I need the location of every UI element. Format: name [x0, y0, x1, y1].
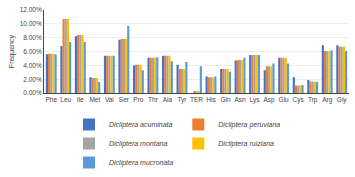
svg-text:8.00%: 8.00% [23, 34, 42, 41]
svg-text:Glu: Glu [279, 96, 290, 103]
svg-text:His: His [206, 96, 216, 103]
svg-text:Leu: Leu [60, 96, 71, 103]
svg-text:0.00%: 0.00% [23, 89, 42, 96]
svg-text:Gly: Gly [337, 96, 348, 104]
svg-text:Thr: Thr [148, 96, 159, 103]
svg-text:Asp: Asp [264, 96, 276, 104]
svg-text:Met: Met [89, 96, 100, 103]
svg-text:4.00%: 4.00% [23, 62, 42, 69]
svg-text:6.00%: 6.00% [23, 48, 42, 55]
svg-text:Val: Val [105, 96, 114, 103]
svg-text:Arg: Arg [322, 96, 333, 104]
svg-text:TER: TER [190, 96, 203, 103]
svg-text:10.00%: 10.00% [20, 20, 42, 27]
svg-text:Dicliptera mucronata: Dicliptera mucronata [109, 159, 173, 167]
svg-text:Dicliptera peruviana: Dicliptera peruviana [218, 121, 280, 129]
svg-text:Cys: Cys [293, 96, 305, 104]
svg-text:Ser: Ser [119, 96, 130, 103]
svg-text:Dicliptera ruiziana: Dicliptera ruiziana [218, 140, 274, 148]
svg-text:Pro: Pro [133, 96, 144, 103]
svg-text:Dicliptera acuminata: Dicliptera acuminata [109, 121, 173, 129]
svg-text:Lys: Lys [250, 96, 261, 104]
svg-text:Phe: Phe [45, 96, 57, 103]
svg-text:Tyr: Tyr [177, 96, 187, 104]
svg-text:Frequency: Frequency [8, 35, 16, 69]
svg-text:Gln: Gln [220, 96, 231, 103]
svg-text:Asn: Asn [234, 96, 246, 103]
svg-text:Dicliptera montana: Dicliptera montana [109, 140, 167, 148]
svg-text:Ala: Ala [163, 96, 173, 103]
svg-text:Trp: Trp [308, 96, 318, 104]
svg-text:12.00%: 12.00% [20, 6, 42, 13]
svg-text:Ile: Ile [77, 96, 84, 103]
svg-text:2.00%: 2.00% [23, 76, 42, 83]
